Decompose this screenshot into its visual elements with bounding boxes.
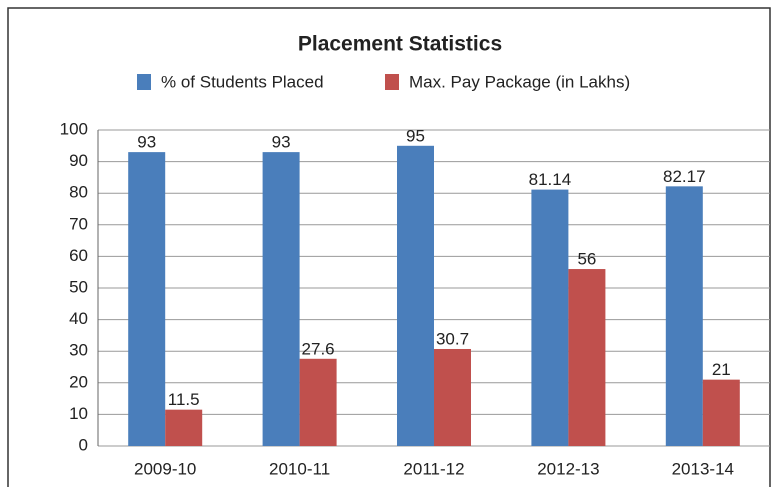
data-label: 30.7 [436, 329, 469, 348]
y-tick-label: 20 [69, 372, 88, 391]
bar [702, 379, 740, 446]
bar [665, 186, 703, 446]
bar [165, 409, 203, 446]
y-tick-label: 70 [69, 214, 88, 233]
chart-border [7, 7, 771, 487]
y-tick-label: 30 [69, 341, 88, 360]
bar [531, 189, 569, 446]
data-label: 27.6 [302, 339, 335, 358]
bar [262, 152, 300, 446]
y-tick-label: 80 [69, 183, 88, 202]
x-tick-label: 2011-12 [403, 459, 464, 478]
data-label: 81.14 [529, 170, 572, 189]
legend-label: Max. Pay Package (in Lakhs) [409, 72, 630, 91]
bar [128, 152, 166, 446]
legend-swatch [137, 74, 151, 90]
y-tick-label: 60 [69, 246, 88, 265]
data-label: 95 [406, 126, 425, 145]
bar [434, 348, 471, 446]
bar [299, 358, 337, 446]
x-tick-label: 2013-14 [672, 459, 734, 478]
y-tick-label: 10 [69, 404, 88, 423]
chart-title: Placement Statistics [298, 33, 502, 56]
data-label: 93 [272, 133, 291, 152]
data-label: 93 [137, 133, 156, 152]
data-label: 21 [712, 360, 731, 379]
bar [568, 269, 606, 446]
legend-swatch [385, 74, 399, 90]
data-label: 56 [577, 250, 596, 269]
legend-label: % of Students Placed [161, 72, 324, 91]
y-tick-label: 50 [69, 277, 88, 296]
y-tick-label: 90 [69, 151, 88, 170]
bar [397, 145, 434, 447]
x-tick-label: 2009-10 [134, 459, 196, 478]
y-tick-label: 100 [60, 119, 88, 138]
data-label: 82.17 [663, 167, 706, 186]
y-tick-label: 0 [79, 435, 88, 454]
y-tick-label: 40 [69, 309, 88, 328]
x-tick-label: 2010-11 [269, 459, 330, 478]
data-label: 11.5 [168, 390, 200, 409]
x-tick-label: 2012-13 [537, 459, 599, 478]
